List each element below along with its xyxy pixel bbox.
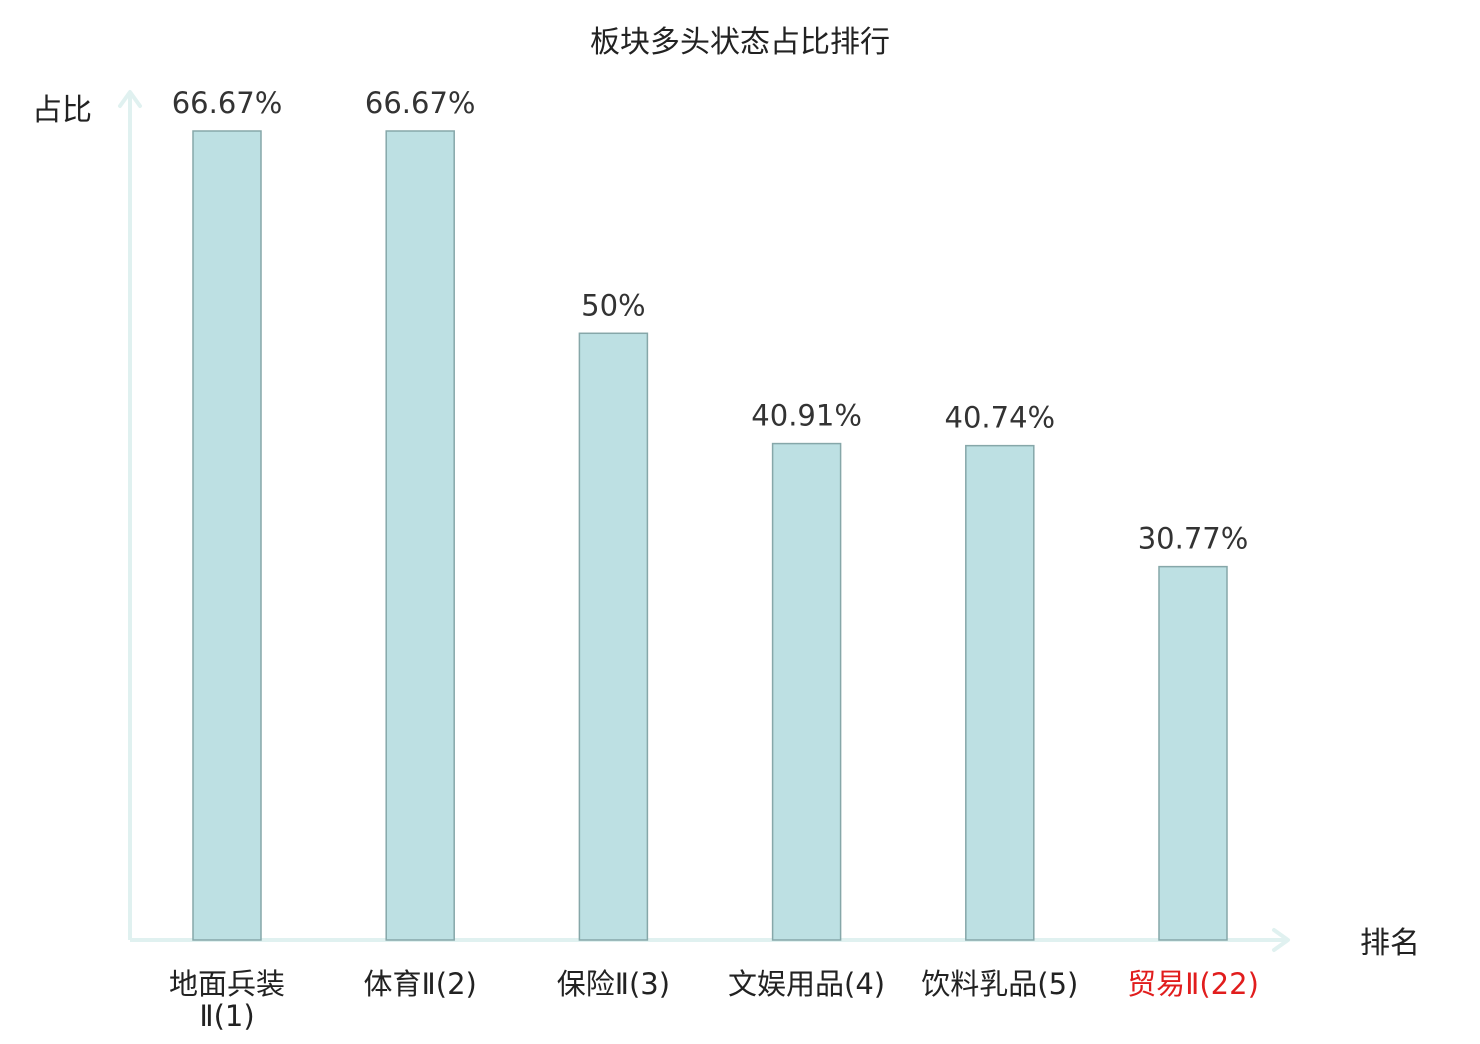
x-tick-label: 地面兵装 Ⅱ(1)	[169, 967, 285, 1033]
x-tick-label: 文娱用品(4)	[728, 967, 885, 1001]
bar	[578, 332, 649, 941]
bar	[1158, 565, 1228, 941]
x-tick-label-line: 文娱用品(4)	[728, 967, 885, 1001]
bar-value-label: 66.67%	[365, 86, 476, 120]
bar-value-label: 30.77%	[1138, 522, 1249, 556]
x-tick-label: 饮料乳品(5)	[921, 967, 1078, 1001]
x-tick-label-line: 保险Ⅱ(3)	[557, 967, 670, 1001]
chart-title: 板块多头状态占比排行	[590, 25, 890, 60]
bar-value-label: 40.91%	[751, 399, 862, 433]
axes	[118, 90, 1290, 952]
x-tick-label: 保险Ⅱ(3)	[557, 967, 670, 1001]
category-labels: 地面兵装 Ⅱ(1) 体育Ⅱ(2) 保险Ⅱ(3) 文娱用品(4) 饮料乳品(5) 贸易Ⅱ(22…	[169, 967, 1259, 1033]
x-tick-label-line: 饮料乳品(5)	[921, 967, 1078, 1001]
x-tick-label: 贸易Ⅱ(22)	[1127, 967, 1259, 1001]
x-tick-label: 体育Ⅱ(2)	[364, 967, 477, 1001]
bar	[965, 444, 1035, 941]
bar	[771, 442, 842, 941]
x-tick-label-line: Ⅱ(1)	[199, 999, 254, 1033]
x-tick-label-line: 地面兵装	[169, 967, 285, 1001]
x-tick-label-line: 贸易Ⅱ(22)	[1127, 967, 1259, 1001]
bar	[385, 130, 455, 941]
x-tick-label-line: 体育Ⅱ(2)	[364, 967, 477, 1001]
x-axis-label: 排名	[1360, 926, 1420, 961]
bar-value-label: 66.67%	[172, 86, 283, 120]
bar-value-label: 40.74%	[945, 401, 1056, 435]
x-axis-arrow-icon	[1272, 928, 1290, 952]
y-axis-arrow-icon	[118, 90, 142, 108]
y-axis-label: 占比	[32, 93, 92, 128]
bars	[192, 130, 1228, 941]
bar-value-label: 50%	[581, 288, 645, 322]
bar	[192, 130, 262, 941]
value-labels: 66.67% 66.67% 50% 40.91% 40.74% 30.77%	[172, 86, 1249, 556]
